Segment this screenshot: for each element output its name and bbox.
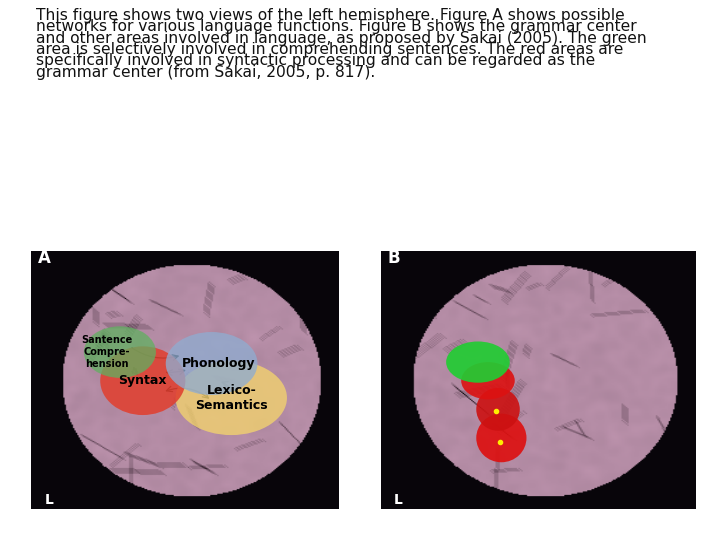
Ellipse shape: [476, 414, 526, 462]
Text: Syntax: Syntax: [119, 374, 167, 387]
Text: Lexico-
Semantics: Lexico- Semantics: [195, 384, 268, 412]
Text: B: B: [387, 249, 400, 267]
Text: and other areas involved in language, as proposed by Sakai (2005). The green: and other areas involved in language, as…: [36, 31, 647, 46]
Text: A: A: [38, 249, 51, 267]
Text: networks for various language functions. Figure B shows the grammar center: networks for various language functions.…: [36, 19, 636, 35]
Text: L: L: [395, 493, 403, 507]
Text: specifically involved in syntactic processing and can be regarded as the: specifically involved in syntactic proce…: [36, 53, 595, 69]
Ellipse shape: [476, 388, 520, 431]
Text: This figure shows two views of the left hemisphere. Figure A shows possible: This figure shows two views of the left …: [36, 8, 625, 23]
Text: Santence
Compre-
hension: Santence Compre- hension: [81, 335, 132, 369]
Ellipse shape: [446, 341, 510, 383]
Ellipse shape: [166, 332, 258, 395]
Ellipse shape: [100, 346, 185, 415]
Text: area is selectively involved in comprehending sentences. The red areas are: area is selectively involved in comprehe…: [36, 42, 624, 57]
Ellipse shape: [176, 361, 287, 435]
Ellipse shape: [84, 326, 156, 378]
Text: L: L: [45, 493, 53, 507]
Ellipse shape: [462, 362, 515, 399]
Text: grammar center (from Sakai, 2005, p. 817).: grammar center (from Sakai, 2005, p. 817…: [36, 65, 375, 79]
Text: Phonology: Phonology: [181, 357, 255, 370]
